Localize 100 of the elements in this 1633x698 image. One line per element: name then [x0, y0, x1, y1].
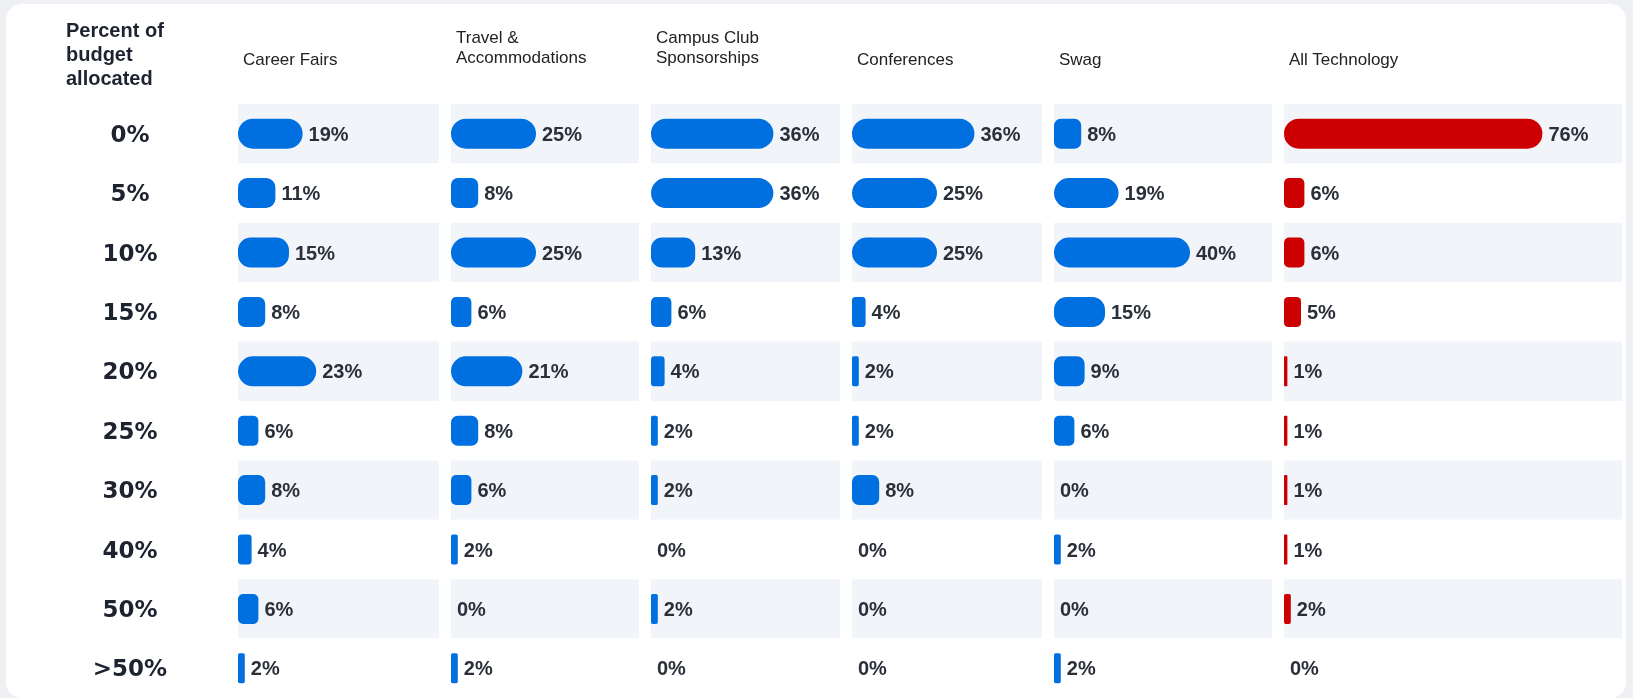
bar [852, 356, 859, 387]
bar [651, 415, 658, 446]
data-label: 36% [779, 122, 820, 145]
data-label: 4% [670, 360, 700, 383]
bar [1284, 593, 1291, 624]
bar [1054, 653, 1061, 684]
data-label: 1% [1293, 538, 1323, 561]
data-label: 4% [871, 300, 901, 323]
data-label: 15% [295, 241, 336, 264]
data-label: 4% [257, 538, 287, 561]
data-label: 1% [1293, 419, 1323, 442]
data-label: 13% [701, 241, 742, 264]
data-label: 8% [484, 182, 514, 205]
data-label: 0% [657, 657, 687, 680]
data-label: 2% [1296, 597, 1326, 620]
data-label: 0% [1290, 657, 1320, 680]
data-label: 0% [1060, 479, 1090, 502]
data-label: 6% [264, 419, 294, 442]
data-label: 25% [542, 241, 583, 264]
data-label: 40% [1196, 241, 1237, 264]
chart-title: Campus Club Sponsorships [656, 27, 764, 67]
data-label: 8% [484, 419, 514, 442]
data-label: 19% [1124, 182, 1165, 205]
bar [1054, 356, 1085, 387]
bar [1054, 118, 1082, 149]
data-label: 2% [663, 479, 693, 502]
y-tick-label: 15% [102, 298, 158, 325]
y-tick-label: >50% [92, 655, 168, 682]
data-label: 6% [477, 300, 507, 323]
data-label: 6% [1310, 241, 1340, 264]
data-label: 0% [657, 538, 687, 561]
bar [451, 296, 472, 327]
bar [1054, 534, 1061, 565]
bar [1284, 118, 1543, 149]
bar [651, 296, 672, 327]
bar [451, 653, 458, 684]
data-label: 2% [1066, 538, 1096, 561]
bar [852, 118, 975, 149]
bar [238, 534, 252, 565]
chart-title: Swag [1059, 49, 1102, 69]
chart-title: Conferences [857, 49, 954, 69]
data-label: 11% [281, 182, 321, 205]
data-label: 36% [980, 122, 1021, 145]
data-label: 2% [463, 657, 493, 680]
data-label: 0% [858, 538, 888, 561]
data-label: 1% [1293, 479, 1323, 502]
data-label: 6% [677, 300, 707, 323]
data-label: 0% [1060, 597, 1090, 620]
y-tick-label: 5% [110, 180, 150, 207]
bar [651, 475, 658, 506]
y-tick-label: 20% [102, 358, 158, 385]
data-label: 2% [663, 597, 693, 620]
data-label: 5% [1307, 300, 1337, 323]
data-label: 19% [308, 122, 349, 145]
bar [1054, 237, 1190, 268]
data-label: 23% [322, 360, 363, 383]
y-tick-label: 30% [102, 477, 158, 504]
bar [852, 296, 866, 327]
bar [1054, 415, 1075, 446]
data-label: 9% [1090, 360, 1120, 383]
data-label: 1% [1293, 360, 1323, 383]
data-label: 2% [1066, 657, 1096, 680]
data-label: 2% [250, 657, 280, 680]
data-label: 8% [271, 479, 301, 502]
bar [852, 415, 859, 446]
data-label: 8% [1087, 122, 1117, 145]
bar [238, 475, 266, 506]
bar [451, 534, 458, 565]
data-label: 6% [477, 479, 507, 502]
data-label: 6% [1310, 182, 1340, 205]
y-tick-label: 0% [110, 120, 150, 147]
bar [651, 118, 774, 149]
bar [238, 296, 266, 327]
y-tick-label: 25% [102, 417, 158, 444]
y-axis-title: Percent of budget allocated [66, 19, 170, 89]
bar [238, 593, 259, 624]
chart-title: Travel & Accommodations [456, 27, 587, 67]
data-label: 76% [1548, 122, 1589, 145]
bar [451, 475, 472, 506]
bar [451, 415, 479, 446]
data-label: 25% [542, 122, 583, 145]
chart-title: All Technology [1289, 49, 1399, 69]
bar [651, 356, 665, 387]
data-label: 2% [663, 419, 693, 442]
data-label: 25% [943, 241, 984, 264]
bar [1284, 237, 1305, 268]
data-label: 0% [457, 597, 487, 620]
bar [1284, 296, 1301, 327]
data-label: 6% [1080, 419, 1110, 442]
data-label: 8% [271, 300, 301, 323]
bar [1284, 178, 1305, 209]
data-label: 8% [885, 479, 915, 502]
bar [238, 653, 245, 684]
data-label: 15% [1111, 300, 1152, 323]
y-tick-label: 40% [102, 536, 158, 563]
y-tick-label: 10% [102, 239, 158, 266]
chart-title: Career Fairs [243, 49, 338, 69]
bar [651, 593, 658, 624]
data-label: 36% [779, 182, 820, 205]
data-label: 2% [864, 419, 894, 442]
